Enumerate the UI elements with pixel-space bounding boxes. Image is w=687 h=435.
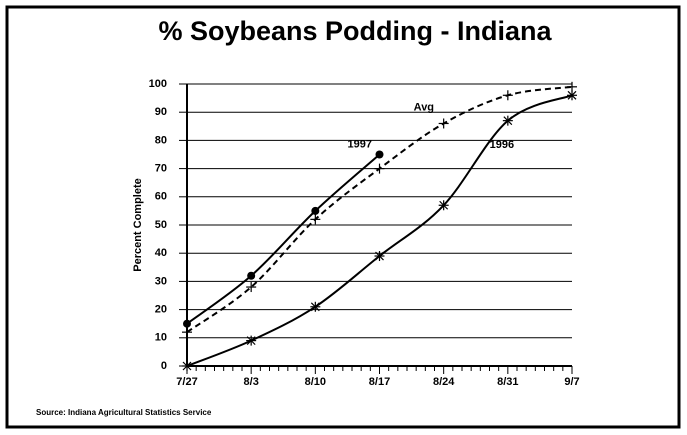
x-tick-label: 8/10 — [305, 376, 326, 388]
series-label: Avg — [414, 101, 434, 113]
x-tick-label: 8/31 — [497, 376, 518, 388]
point-marker — [374, 251, 385, 262]
source-note: Source: Indiana Agricultural Statistics … — [36, 408, 212, 417]
y-tick-label: 10 — [155, 332, 167, 344]
marker-part — [375, 150, 384, 159]
point-marker — [246, 335, 257, 346]
series-line — [186, 153, 381, 325]
point-marker — [438, 118, 449, 129]
x-tick-label: 8/3 — [244, 376, 259, 388]
marker-part — [439, 200, 449, 210]
marker-part — [375, 251, 384, 261]
point-marker — [310, 214, 321, 225]
point-marker — [182, 361, 192, 371]
marker-part — [246, 336, 256, 346]
y-tick-label: 30 — [155, 275, 167, 287]
point-marker — [311, 206, 320, 215]
point-marker — [246, 282, 257, 293]
x-tick-label: 8/24 — [433, 376, 455, 388]
point-marker — [438, 200, 449, 211]
y-tick-label: 70 — [155, 163, 167, 175]
point-marker — [310, 301, 321, 312]
y-tick-label: 40 — [155, 247, 167, 259]
frame — [5, 5, 681, 429]
point-marker — [247, 271, 256, 280]
y-tick-label: 20 — [155, 304, 167, 316]
y-tick-label: 0 — [161, 360, 167, 372]
marker-part — [567, 90, 577, 100]
marker-part — [311, 206, 320, 215]
point-marker — [374, 163, 385, 174]
chart-title: % Soybeans Podding - Indiana — [158, 16, 552, 46]
marker-part — [247, 271, 256, 280]
point-marker — [567, 90, 577, 101]
point-marker — [502, 115, 513, 126]
point-marker — [502, 90, 513, 101]
y-axis-label: Percent Complete — [132, 178, 144, 272]
y-tick-label: 100 — [149, 78, 167, 90]
point-marker — [567, 81, 577, 92]
marker-part — [503, 116, 513, 126]
point-marker — [375, 150, 384, 159]
point-marker — [182, 327, 192, 338]
y-tick-label: 50 — [155, 219, 167, 231]
point-marker — [183, 319, 191, 328]
y-tick-label: 90 — [155, 106, 167, 118]
marker-part — [182, 361, 192, 371]
marker-part — [183, 319, 191, 328]
marker-part — [310, 302, 320, 312]
series-label: 1997 — [348, 138, 372, 150]
y-tick-label: 80 — [155, 134, 167, 146]
x-tick-label: 9/7 — [564, 376, 579, 388]
series-label: 1996 — [490, 139, 514, 151]
x-tick-label: 8/17 — [369, 376, 390, 388]
y-tick-label: 60 — [155, 191, 167, 203]
x-tick-label: 7/27 — [176, 376, 197, 388]
